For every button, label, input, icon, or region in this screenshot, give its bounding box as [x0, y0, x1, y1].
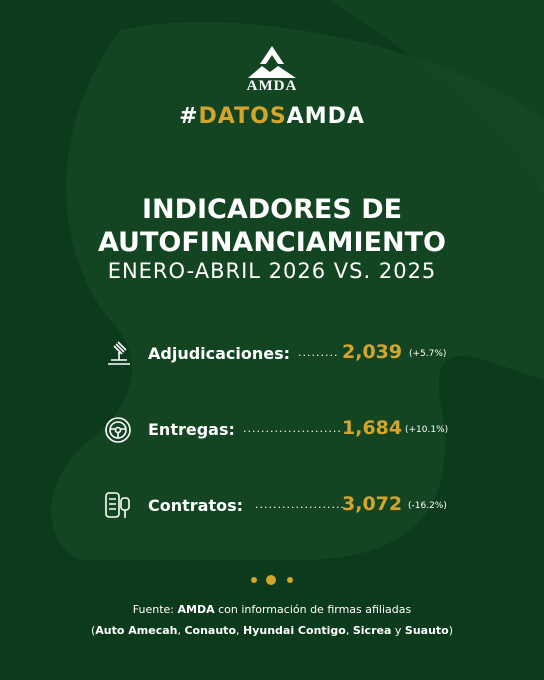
footer-text: Conauto — [184, 624, 236, 637]
indicator-row: Contratos: .................... 3,072 (-… — [0, 492, 544, 522]
icon — [108, 341, 130, 365]
footer-text: Suauto — [404, 624, 449, 637]
hashtag-symbol: # — [179, 104, 199, 129]
page-dot — [287, 577, 293, 583]
logo-mark — [248, 46, 296, 78]
page-dot — [266, 575, 276, 585]
value: 2,039 — [342, 341, 403, 363]
footer-line: (Auto Amecah, Conauto, Hyundai Contigo, … — [0, 624, 544, 637]
label: Contratos: — [148, 496, 244, 515]
leader: .................... — [255, 498, 345, 511]
indicator-row: Adjudicaciones: ......... 2,039 (+5.7%) — [0, 340, 544, 370]
footer-line: Fuente: AMDA con información de firmas a… — [0, 603, 544, 616]
footer-text: , — [236, 624, 243, 637]
hashtag: #DATOSAMDA — [0, 104, 544, 129]
footer-text: ) — [448, 624, 454, 637]
footer-text: Fuente: — [132, 603, 178, 616]
footer-text: , — [345, 624, 353, 637]
icon — [105, 417, 131, 443]
footer-text: ( — [90, 624, 96, 637]
footer-text: Hyundai Contigo — [243, 624, 346, 637]
label: Adjudicaciones: — [148, 344, 291, 363]
title: INDICADORES DE — [141, 194, 403, 225]
footer-text: AMDA — [177, 603, 215, 616]
leader: ...................... — [243, 422, 342, 435]
change: (+5.7%) — [409, 349, 447, 359]
title: AUTOFINANCIAMIENTO — [97, 227, 447, 258]
footer-text: , — [177, 624, 185, 637]
footer-text: Sicrea — [352, 624, 392, 637]
page-dot — [251, 577, 257, 583]
hashtag-word: DATOS — [198, 104, 287, 129]
icon — [105, 492, 130, 518]
change: (-16.2%) — [408, 501, 447, 511]
footer-text: Auto Amecah — [95, 624, 178, 637]
label: Entregas: — [148, 420, 235, 439]
leader: ......... — [298, 346, 339, 359]
value: 1,684 — [342, 417, 403, 439]
subtitle: ENERO-ABRIL 2026 VS. 2025 — [107, 259, 437, 283]
logo-text: AMDA — [246, 78, 298, 94]
hashtag-word: AMDA — [286, 104, 365, 129]
value: 3,072 — [342, 493, 403, 515]
change: (+10.1%) — [405, 425, 449, 435]
footer-text: y — [391, 624, 405, 637]
indicator-row: Entregas: ...................... 1,684 (… — [0, 416, 544, 446]
footer-text: con información de firmas afiliadas — [214, 603, 412, 616]
